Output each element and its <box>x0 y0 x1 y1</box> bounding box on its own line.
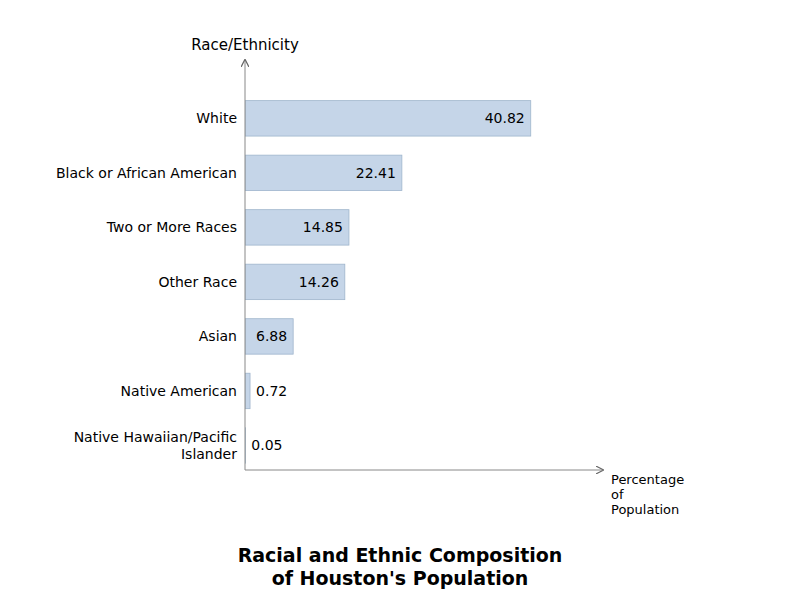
tick-label: White <box>196 110 237 126</box>
bar <box>245 319 293 354</box>
data-label: 14.26 <box>299 274 339 290</box>
y-axis-label: Race/Ethnicity <box>191 36 299 54</box>
data-label: 22.41 <box>356 165 396 181</box>
x-axis-label: PercentageofPopulation <box>611 472 684 517</box>
tick-label: Asian <box>199 328 237 344</box>
data-label: 40.82 <box>485 110 525 126</box>
data-label: 14.85 <box>303 219 343 235</box>
bar <box>245 210 349 245</box>
x-axis <box>245 470 603 471</box>
bars <box>245 101 531 464</box>
tick-label: Native Hawaiian/PacificIslander <box>74 429 238 462</box>
y-axis <box>245 60 246 470</box>
title: Racial and Ethnic Compositionof Houston'… <box>238 544 563 589</box>
data-label: 0.05 <box>251 437 282 453</box>
bar <box>245 373 250 408</box>
labels: 40.82 22.41 14.85 14.26 6.88 0.72 0.05 White Bla… <box>56 110 525 462</box>
tick-label: Black or African American <box>56 165 237 181</box>
data-label: 0.72 <box>256 383 287 399</box>
tick-label: Native American <box>121 383 237 399</box>
bar <box>245 101 531 136</box>
tick-label: Other Race <box>158 274 237 290</box>
bar <box>245 264 345 299</box>
data-label: 6.88 <box>256 328 287 344</box>
bar <box>245 155 402 190</box>
tick-label: Two or More Races <box>106 219 237 235</box>
